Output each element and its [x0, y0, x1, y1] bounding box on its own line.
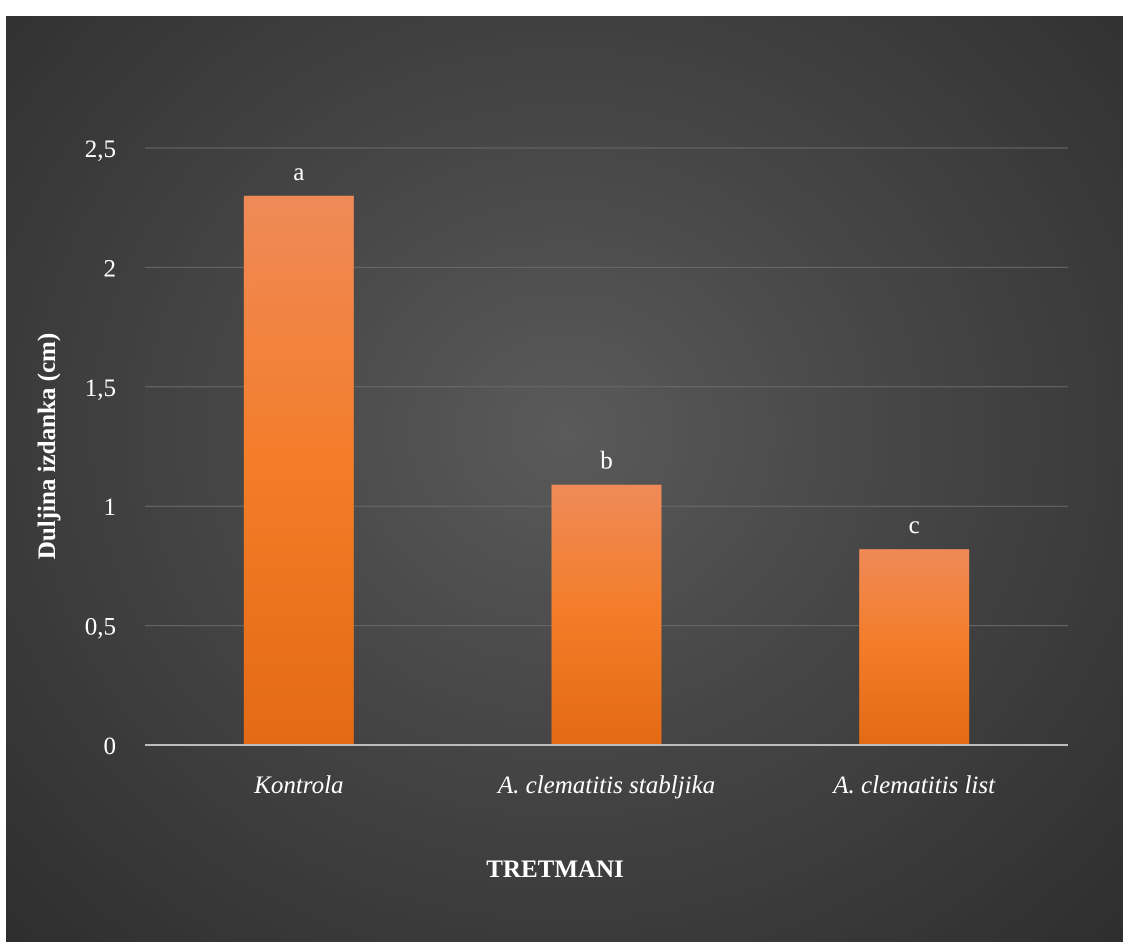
y-tick-label: 2 — [104, 255, 117, 282]
data-label: c — [909, 512, 920, 539]
data-label: a — [293, 159, 304, 186]
data-label: b — [600, 448, 613, 475]
x-tick-label: A. clematitis stabljika — [496, 772, 715, 799]
y-tick-label: 0 — [104, 733, 117, 760]
data-labels: a b c — [293, 159, 919, 539]
bar — [243, 195, 354, 745]
chart-area — [6, 16, 1123, 942]
y-axis-title: Duljina izdanka (cm) — [34, 333, 61, 559]
y-tick-labels: 0 0,5 1 1,5 2 2,5 — [85, 136, 116, 760]
x-tick-label: Kontrola — [253, 772, 343, 799]
x-axis-title: TRETMANI — [486, 856, 624, 883]
bar — [859, 549, 970, 745]
y-tick-label: 1,5 — [85, 375, 116, 402]
x-tick-label: A. clematitis list — [831, 772, 996, 799]
bars — [243, 195, 970, 745]
y-tick-label: 1 — [104, 494, 117, 521]
bar — [551, 484, 662, 745]
y-tick-label: 0,5 — [85, 614, 116, 641]
x-tick-labels: Kontrola A. clematitis stabljika A. clemat… — [253, 772, 996, 799]
y-tick-label: 2,5 — [85, 136, 116, 163]
